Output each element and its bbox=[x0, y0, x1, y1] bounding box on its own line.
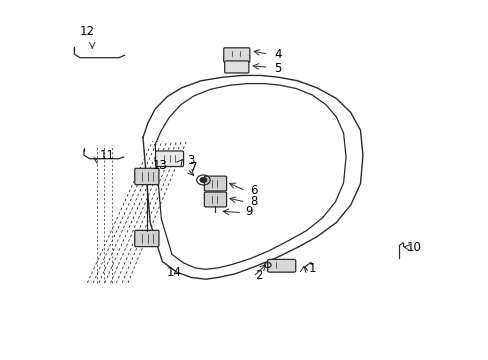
Text: 1: 1 bbox=[308, 262, 315, 275]
Text: 10: 10 bbox=[406, 241, 420, 254]
Circle shape bbox=[200, 177, 206, 183]
Text: 7: 7 bbox=[190, 161, 197, 174]
FancyBboxPatch shape bbox=[204, 176, 226, 191]
Text: 9: 9 bbox=[245, 206, 253, 219]
Text: 5: 5 bbox=[273, 62, 281, 75]
FancyBboxPatch shape bbox=[223, 48, 249, 62]
FancyBboxPatch shape bbox=[155, 151, 183, 167]
FancyBboxPatch shape bbox=[135, 168, 159, 185]
Text: 11: 11 bbox=[99, 149, 114, 162]
Text: 13: 13 bbox=[152, 159, 167, 172]
FancyBboxPatch shape bbox=[267, 260, 295, 272]
Text: 3: 3 bbox=[187, 154, 195, 167]
Text: 6: 6 bbox=[250, 184, 257, 197]
FancyBboxPatch shape bbox=[224, 61, 248, 73]
Text: 4: 4 bbox=[274, 48, 282, 61]
FancyBboxPatch shape bbox=[135, 230, 159, 247]
FancyBboxPatch shape bbox=[204, 192, 226, 207]
Text: 2: 2 bbox=[255, 269, 262, 282]
Text: 14: 14 bbox=[166, 266, 182, 279]
Text: 12: 12 bbox=[80, 24, 95, 38]
Text: 8: 8 bbox=[250, 195, 257, 208]
